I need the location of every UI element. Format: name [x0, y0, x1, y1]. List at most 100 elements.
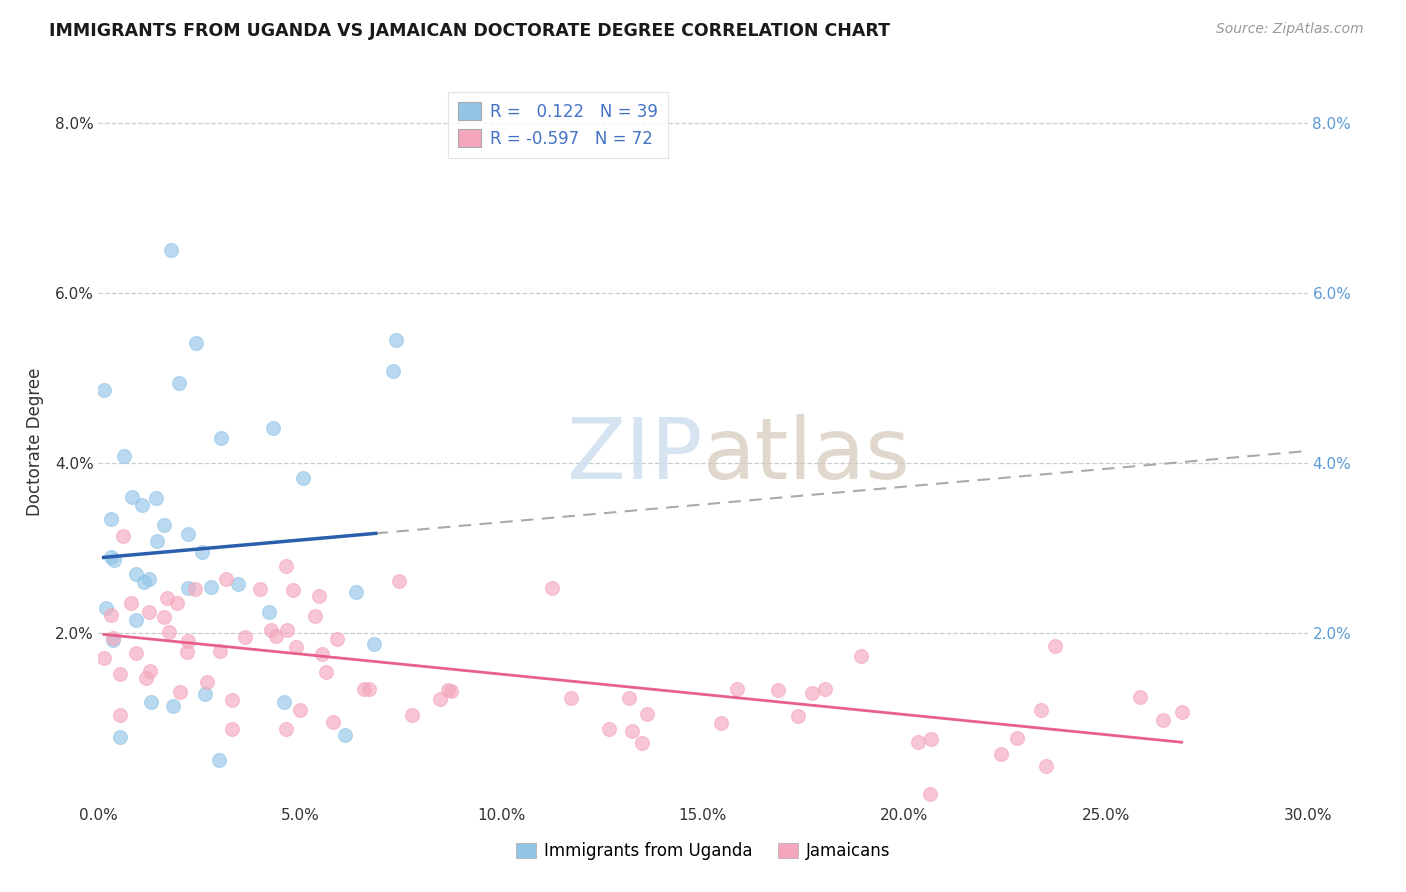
Point [112, 528, 135, 542]
Point [157, 625, 180, 640]
Point [249, 582, 271, 596]
Point [598, 723, 620, 737]
Point [121, 490, 143, 504]
Point [153, 610, 176, 624]
Point [1043, 639, 1066, 653]
Point [710, 715, 733, 730]
Point [766, 682, 789, 697]
Text: ZIP: ZIP [567, 415, 703, 498]
Point [344, 584, 367, 599]
Point [257, 606, 280, 620]
Point [274, 559, 297, 574]
Point [849, 648, 872, 663]
Point [335, 728, 357, 742]
Point [146, 534, 169, 549]
Point [353, 682, 375, 697]
Point [209, 431, 232, 445]
Point [363, 637, 385, 651]
Point [401, 707, 423, 722]
Point [291, 471, 314, 485]
Point [907, 735, 929, 749]
Point [112, 449, 135, 463]
Point [166, 596, 188, 610]
Point [177, 526, 200, 541]
Point [141, 695, 163, 709]
Point [560, 691, 582, 706]
Point [264, 629, 287, 643]
Point [226, 577, 249, 591]
Point [262, 421, 284, 435]
Point [195, 674, 218, 689]
Point [429, 691, 451, 706]
Point [315, 665, 337, 680]
Point [176, 645, 198, 659]
Point [617, 691, 640, 706]
Point [1035, 759, 1057, 773]
Point [1129, 690, 1152, 705]
Point [322, 714, 344, 729]
Point [636, 707, 658, 722]
Point [152, 518, 174, 533]
Point [101, 633, 124, 648]
Point [385, 333, 408, 347]
Point [138, 605, 160, 619]
Point [191, 544, 214, 558]
Point [131, 498, 153, 512]
Point [288, 703, 311, 717]
Point [285, 640, 308, 654]
Point [108, 667, 131, 681]
Y-axis label: Doctorate Degree: Doctorate Degree [25, 368, 44, 516]
Point [436, 682, 458, 697]
Point [135, 672, 157, 686]
Point [200, 580, 222, 594]
Point [990, 747, 1012, 762]
Point [176, 633, 198, 648]
Point [162, 698, 184, 713]
Point [920, 787, 942, 801]
Point [233, 630, 256, 644]
Point [221, 693, 243, 707]
Point [274, 722, 297, 736]
Point [308, 589, 330, 603]
Point [920, 732, 942, 747]
Point [93, 384, 115, 398]
Point [169, 684, 191, 698]
Point [814, 682, 837, 697]
Point [283, 583, 305, 598]
Point [725, 682, 748, 697]
Point [800, 686, 823, 700]
Point [138, 573, 160, 587]
Point [125, 646, 148, 660]
Point [209, 644, 232, 658]
Point [108, 730, 131, 744]
Point [359, 681, 381, 696]
Point [326, 632, 349, 646]
Point [440, 683, 463, 698]
Point [100, 550, 122, 565]
Point [93, 650, 115, 665]
Point [184, 335, 207, 350]
Point [311, 647, 333, 661]
Point [138, 664, 160, 678]
Point [125, 613, 148, 627]
Point [156, 591, 179, 605]
Point [125, 567, 148, 582]
Point [259, 623, 281, 637]
Point [94, 601, 117, 615]
Point [100, 608, 122, 623]
Point [273, 695, 295, 709]
Legend: Immigrants from Uganda, Jamaicans: Immigrants from Uganda, Jamaicans [509, 836, 897, 867]
Text: Source: ZipAtlas.com: Source: ZipAtlas.com [1216, 22, 1364, 37]
Text: IMMIGRANTS FROM UGANDA VS JAMAICAN DOCTORATE DEGREE CORRELATION CHART: IMMIGRANTS FROM UGANDA VS JAMAICAN DOCTO… [49, 22, 890, 40]
Point [103, 632, 125, 646]
Point [160, 244, 183, 258]
Point [304, 609, 326, 624]
Point [1170, 705, 1192, 719]
Point [184, 582, 207, 597]
Point [121, 596, 143, 610]
Point [221, 722, 243, 736]
Point [276, 623, 298, 637]
Point [541, 581, 564, 595]
Point [382, 364, 405, 378]
Point [103, 553, 125, 567]
